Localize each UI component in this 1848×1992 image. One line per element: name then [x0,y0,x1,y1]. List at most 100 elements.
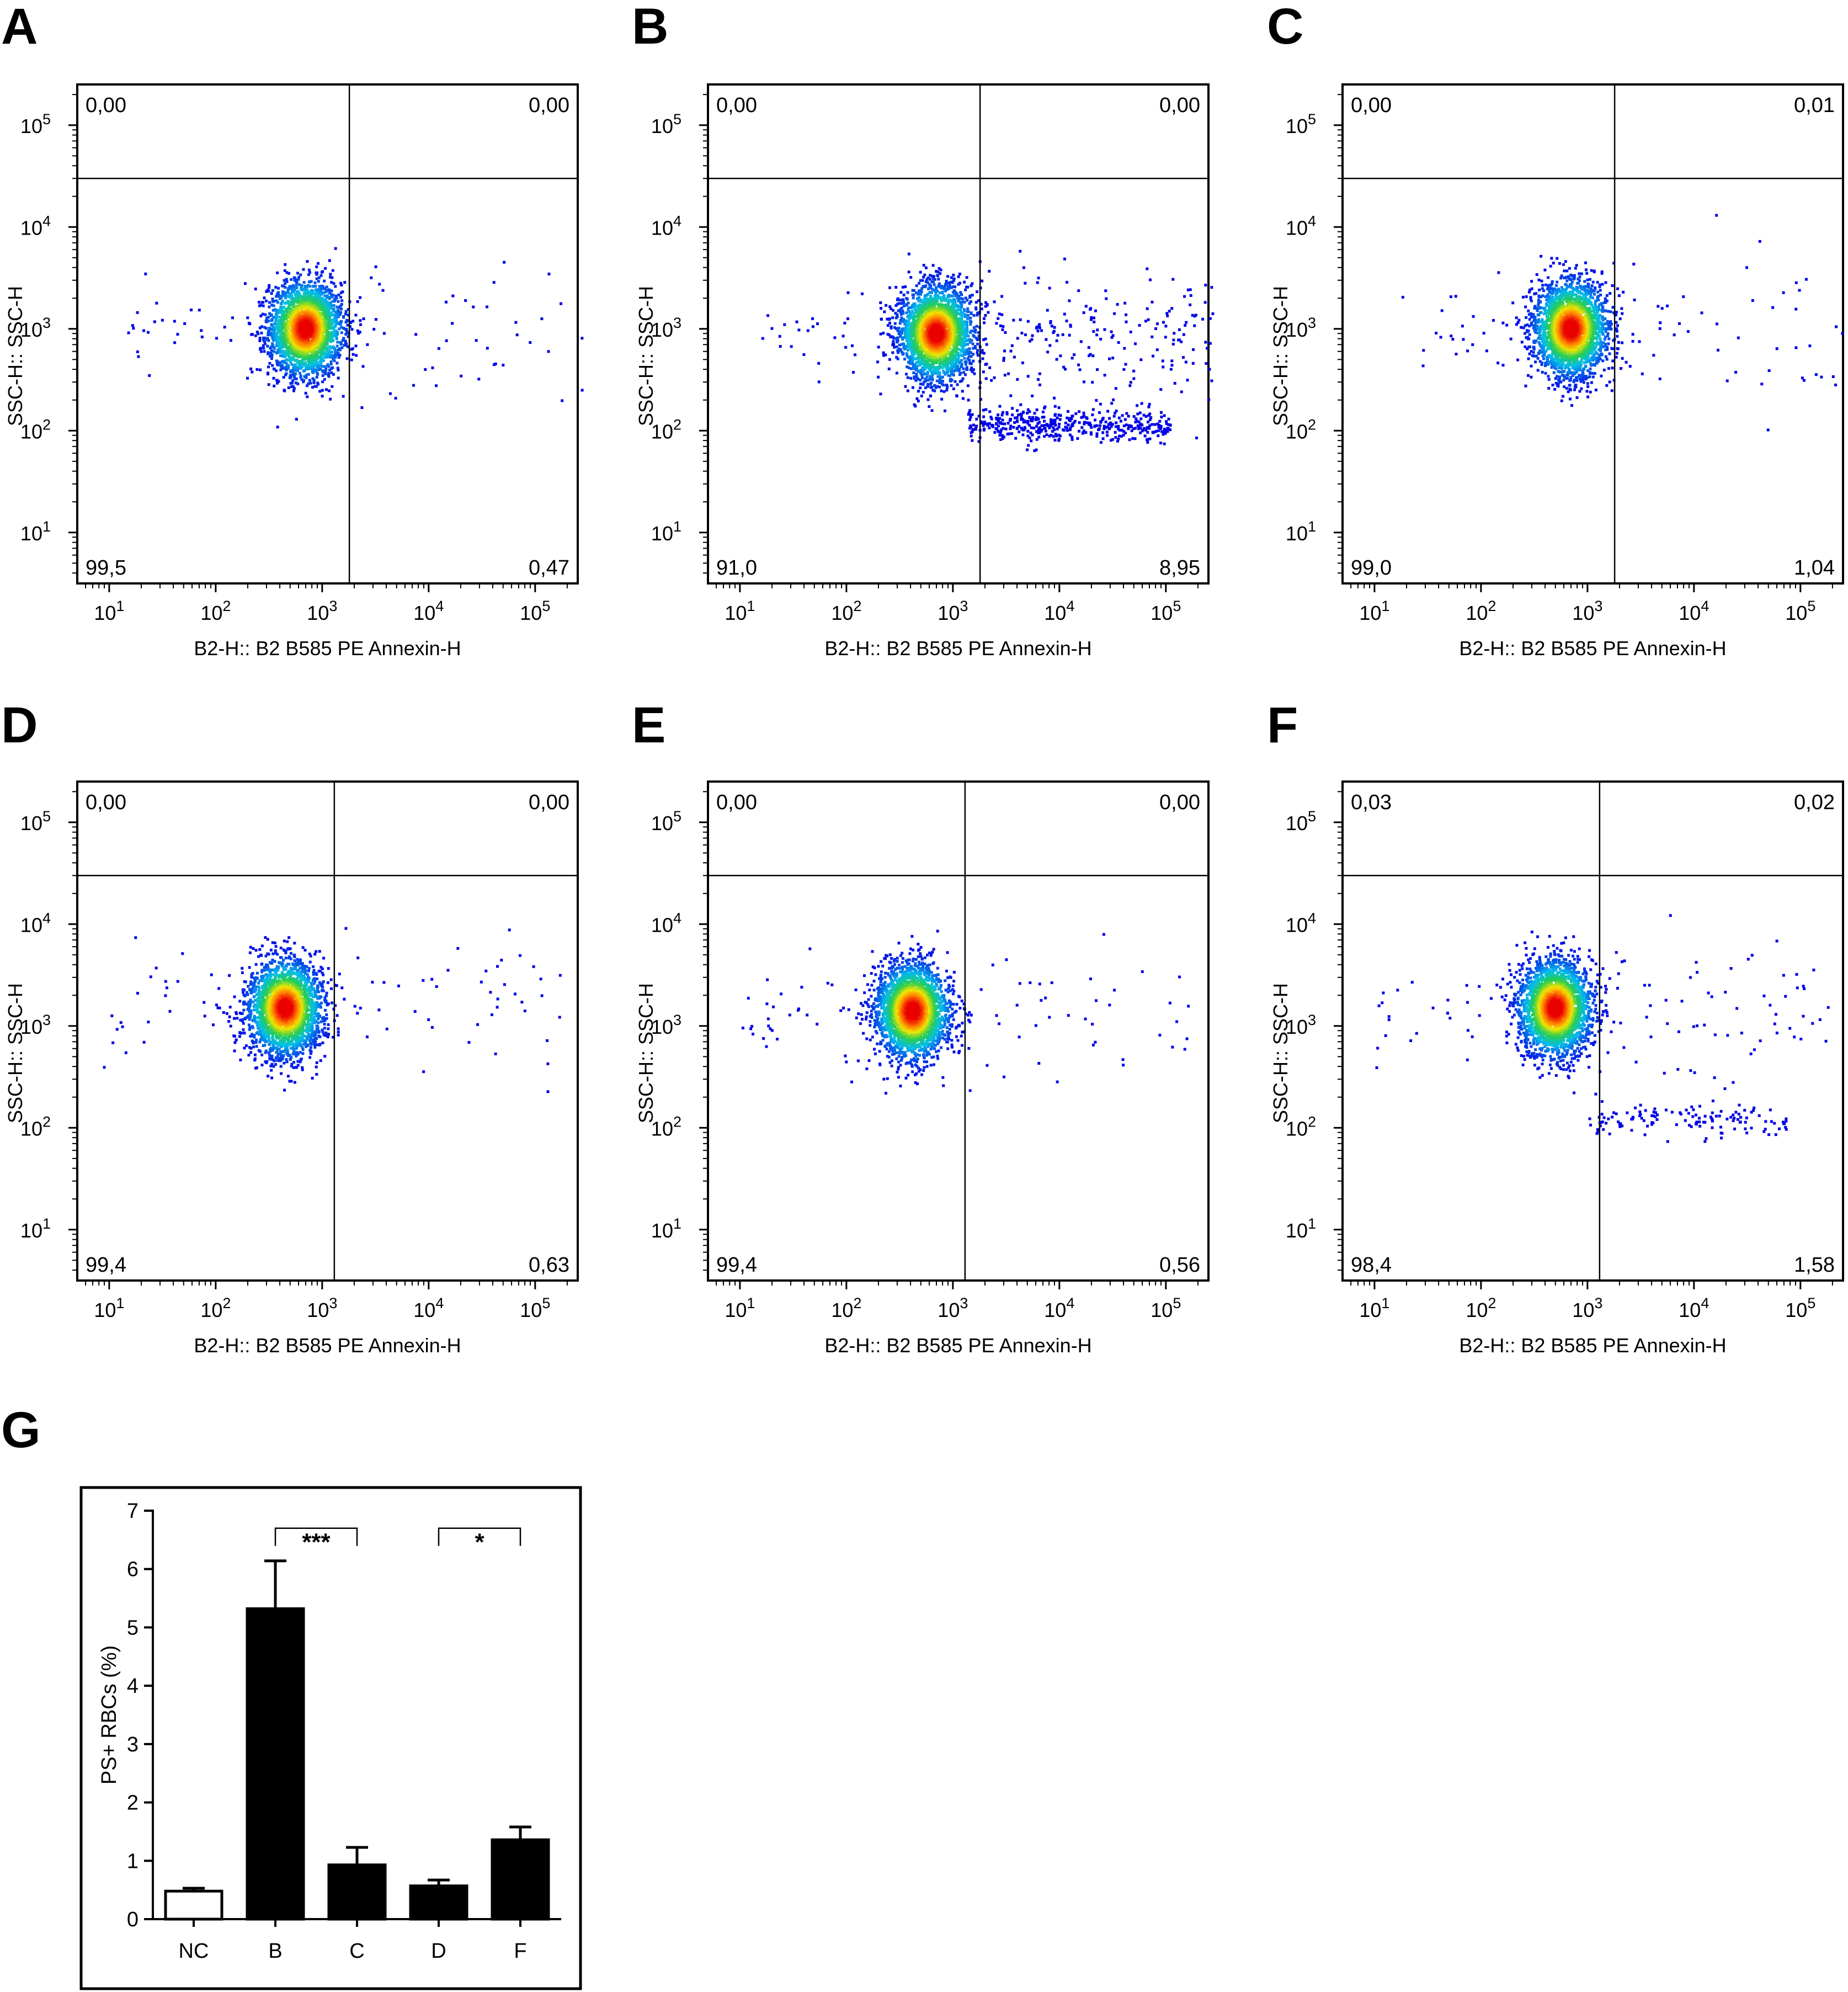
event-point [260,350,263,353]
event-point [908,323,912,327]
x-tick-label: 103 [307,598,337,624]
event-point [305,373,308,376]
event-point [277,286,280,290]
event-point [346,323,349,327]
event-point [339,311,343,314]
event-point [951,365,955,368]
event-point [916,352,919,355]
event-point [908,359,912,363]
event-point [265,327,268,330]
event-point [970,351,973,354]
event-point [930,349,934,353]
event-point [302,281,306,284]
event-point [906,343,909,346]
event-point [302,342,305,345]
event-point [331,339,334,343]
event-point [333,334,336,338]
event-point [282,376,285,379]
event-point [906,376,909,379]
event-point [911,304,914,307]
event-point [268,305,271,309]
event-point [262,344,265,347]
event-point [342,337,345,340]
event-point [327,337,331,340]
event-point [279,326,282,329]
event-point [289,293,292,296]
event-point [942,390,946,393]
x-tick-label: 101 [94,598,124,624]
event-point [263,326,267,329]
event-point [980,307,983,311]
event-point [974,328,977,332]
event-point [271,298,274,301]
event-point [198,309,201,312]
event-point [331,334,334,337]
event-point [300,302,303,305]
event-point [296,295,300,299]
event-point [907,320,910,323]
event-point [289,330,292,333]
event-point [926,281,929,284]
event-point [293,306,296,309]
event-point [940,365,943,369]
event-point [358,331,361,334]
event-point [299,374,302,378]
event-point [333,314,337,317]
event-point [954,360,957,364]
event-point [283,302,286,305]
event-point [322,331,326,334]
event-point [910,347,914,350]
event-point [970,312,973,315]
event-point [310,339,313,343]
event-point [922,304,925,307]
event-point [922,264,925,267]
event-point [926,384,930,387]
event-point [276,351,279,354]
event-point [984,337,987,341]
event-point [910,305,914,309]
event-point [902,293,906,296]
event-point [312,285,315,288]
event-point [316,346,319,349]
event-point [898,308,902,311]
event-point [284,263,287,266]
event-point [335,337,338,340]
event-point [323,352,327,355]
event-point [301,358,304,361]
event-point [896,339,899,342]
event-point [902,298,905,301]
event-point [276,426,279,429]
event-point [360,406,364,410]
event-point [918,360,922,363]
event-point [914,291,918,295]
event-point [932,275,935,278]
event-point [934,291,938,294]
event-point [342,327,345,330]
event-point [929,363,932,366]
event-point [957,312,961,316]
event-point [276,324,280,327]
event-point [320,343,323,346]
event-point [303,375,306,378]
event-point [950,286,953,289]
event-point [334,355,337,359]
event-point [920,344,923,347]
event-point [287,359,291,362]
event-point [137,355,140,358]
event-point [315,299,318,302]
event-point [286,300,290,303]
event-point [958,353,961,357]
event-point [960,350,963,353]
event-point [900,318,903,322]
event-point [270,349,273,353]
event-point [905,311,908,315]
event-point [960,315,963,318]
event-point [273,350,276,353]
event-point [916,311,919,315]
event-point [939,296,942,300]
event-point [883,310,886,314]
event-point [902,312,905,315]
event-point [962,334,966,337]
event-point [959,291,962,294]
event-point [290,363,294,366]
